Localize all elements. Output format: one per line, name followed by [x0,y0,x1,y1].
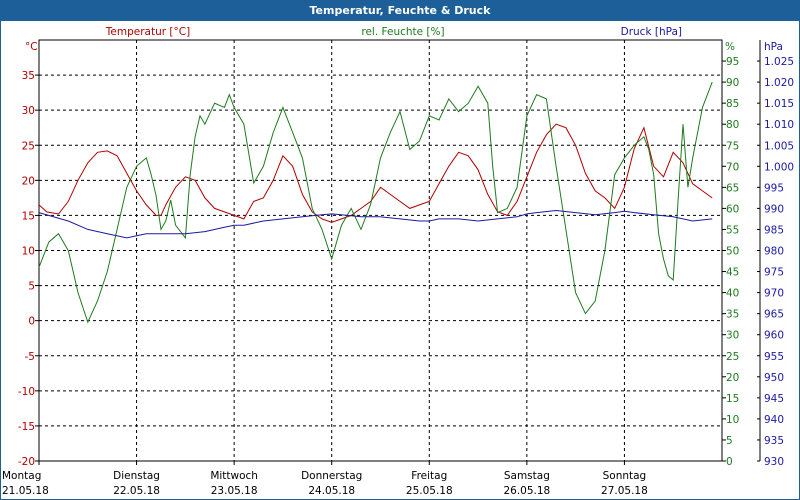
humidity-tick-label: 15 [726,393,739,405]
temperature-axis: 35 30 25 20 15 10 5 0 -5 -10 -15 -20 [18,70,39,468]
grid [39,40,722,462]
x-tick-date: 24.05.18 [308,485,355,497]
pressure-tick-label: 1.005 [764,140,794,152]
temperature-unit: °C [25,41,38,53]
pressure-tick-label: 965 [764,309,784,321]
pressure-unit: hPa [764,41,783,53]
humidity-unit: % [725,41,735,53]
pressure-tick-label: 1.010 [764,119,794,131]
humidity-tick-label: 60 [726,203,739,215]
humidity-tick-label: 95 [726,56,739,68]
pressure-tick-label: 955 [764,351,784,363]
pressure-tick-label: 990 [764,203,784,215]
pressure-tick-label: 950 [764,372,784,384]
pressure-tick-label: 935 [764,435,784,447]
x-tick-date: 21.05.18 [2,485,49,497]
pressure-tick-label: 945 [764,393,784,405]
temperature-tick-label: -15 [18,421,35,433]
temperature-tick-label: 15 [22,210,35,222]
humidity-tick-label: 25 [726,351,739,363]
temperature-tick-label: -20 [18,456,35,468]
humidity-tick-label: 65 [726,182,739,194]
x-tick-date: 22.05.18 [113,485,160,497]
x-tick-day: Donnerstag [301,470,362,482]
pressure-tick-label: 1.020 [764,77,794,89]
humidity-tick-label: 10 [726,414,739,426]
pressure-axis-label: Druck [hPa] [621,26,682,38]
pressure-tick-label: 1.000 [764,161,794,173]
humidity-tick-label: 5 [726,435,733,447]
pressure-tick-label: 970 [764,288,784,300]
pressure-tick-label: 975 [764,267,784,279]
humidity-tick-label: 50 [726,246,739,258]
x-tick-day: Sonntag [603,470,647,482]
humidity-series-line [38,81,713,324]
temperature-tick-label: 0 [28,316,35,328]
pressure-axis: 1.025 1.020 1.015 1.010 1.005 1.000 995 990 985 9… [757,40,794,468]
series-lines [38,81,713,324]
temperature-tick-label: 5 [28,281,35,293]
humidity-tick-label: 80 [726,119,739,131]
pressure-tick-label: 985 [764,224,784,236]
temperature-axis-label: Temperatur [°C] [105,26,190,38]
pressure-tick-label: 940 [764,414,784,426]
window-title: Temperatur, Feuchte & Druck [1,1,799,21]
humidity-tick-label: 70 [726,161,739,173]
pressure-tick-label: 960 [764,330,784,342]
temperature-tick-label: -10 [18,386,35,398]
x-tick-day: Mittwoch [210,470,258,482]
temperature-tick-label: 20 [22,175,35,187]
x-tick-day: Freitag [411,470,447,482]
temperature-tick-label: 30 [22,105,35,117]
x-tick-date: 25.05.18 [406,485,453,497]
x-tick-day: Montag [2,470,41,482]
humidity-tick-label: 55 [726,224,739,236]
temperature-tick-label: 10 [22,246,35,258]
humidity-tick-label: 90 [726,77,739,89]
x-tick-date: 27.05.18 [601,485,648,497]
x-tick-day: Dienstag [113,470,160,482]
temperature-tick-label: 35 [22,70,35,82]
humidity-tick-label: 35 [726,309,739,321]
pressure-tick-label: 980 [764,246,784,258]
humidity-tick-label: 75 [726,140,739,152]
humidity-tick-label: 85 [726,98,739,110]
x-tick-day: Samstag [504,470,550,482]
x-tick-date: 26.05.18 [503,485,550,497]
pressure-tick-label: 995 [764,182,784,194]
humidity-tick-label: 30 [726,330,739,342]
x-tick-date: 23.05.18 [211,485,258,497]
humidity-tick-label: 20 [726,372,739,384]
humidity-tick-label: 0 [726,456,733,468]
pressure-tick-label: 1.015 [764,98,794,110]
pressure-tick-label: 1.025 [764,56,794,68]
x-axis: Montag 21.05.18 Dienstag 22.05.18 Mittwoch 23… [2,461,648,497]
pressure-series-line [38,209,713,239]
humidity-tick-label: 40 [726,288,739,300]
pressure-tick-label: 930 [764,456,784,468]
temperature-tick-label: 25 [22,140,35,152]
humidity-tick-label: 45 [726,267,739,279]
temperature-series-line [38,123,713,223]
humidity-axis-label: rel. Feuchte [%] [361,26,444,38]
temperature-tick-label: -5 [25,351,35,363]
